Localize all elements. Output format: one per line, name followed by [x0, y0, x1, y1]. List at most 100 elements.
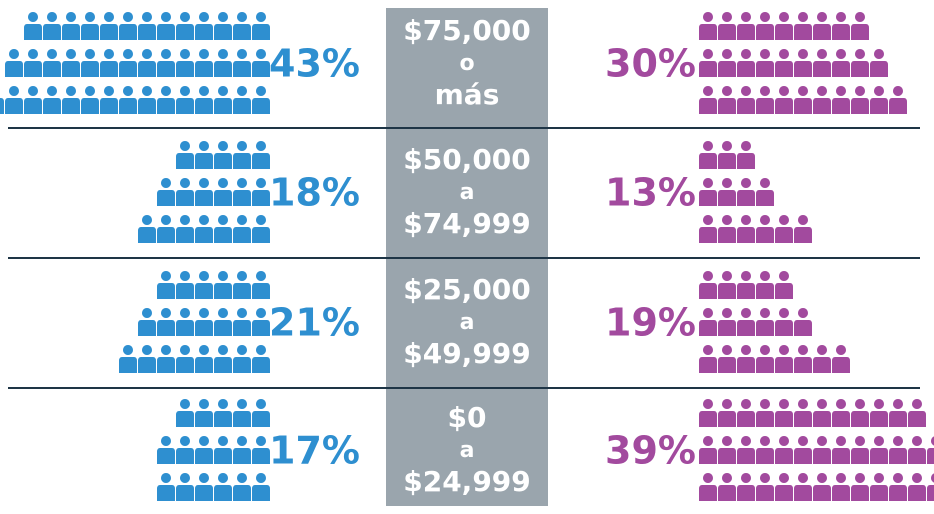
percent-label: 43%: [269, 42, 360, 86]
person-icon: [699, 178, 717, 206]
person-icon: [756, 473, 774, 501]
person-icon: [138, 86, 156, 114]
person-icon: [157, 49, 175, 77]
icon-group: [699, 271, 850, 373]
person-icon: [233, 436, 251, 464]
person-icon: [756, 86, 774, 114]
person-icon: [214, 215, 232, 243]
person-icon: [794, 473, 812, 501]
person-icon: [851, 473, 869, 501]
income-label: más: [435, 78, 500, 111]
person-icon: [157, 345, 175, 373]
person-icon: [699, 141, 717, 169]
person-icon: [794, 399, 812, 427]
person-icon: [813, 473, 831, 501]
person-icon: [832, 49, 850, 77]
person-icon: [699, 399, 717, 427]
person-icon: [889, 399, 907, 427]
person-icon: [699, 86, 717, 114]
person-icon: [832, 399, 850, 427]
income-label: $0: [448, 401, 487, 434]
income-label: $49,999: [403, 337, 531, 370]
person-icon: [851, 436, 869, 464]
person-icon: [699, 215, 717, 243]
icon-group: [138, 141, 270, 243]
person-icon: [252, 178, 270, 206]
person-icon: [699, 436, 717, 464]
person-icon: [100, 86, 118, 114]
person-icon: [870, 399, 888, 427]
person-icon: [756, 436, 774, 464]
person-icon: [81, 49, 99, 77]
percent-label: 30%: [605, 42, 696, 86]
person-icon: [176, 308, 194, 336]
person-icon: [927, 436, 934, 464]
person-icon: [832, 345, 850, 373]
person-icon: [775, 12, 793, 40]
person-icon: [737, 473, 755, 501]
person-icon: [5, 86, 23, 114]
person-icon: [794, 12, 812, 40]
person-icon: [195, 271, 213, 299]
person-icon: [195, 215, 213, 243]
person-icon: [214, 49, 232, 77]
person-icon: [813, 12, 831, 40]
person-icon: [214, 12, 232, 40]
person-icon: [195, 473, 213, 501]
person-icon: [252, 86, 270, 114]
person-icon: [81, 12, 99, 40]
person-icon: [119, 86, 137, 114]
person-icon: [756, 49, 774, 77]
person-icon: [214, 473, 232, 501]
person-icon: [737, 86, 755, 114]
person-icon: [870, 473, 888, 501]
person-icon: [699, 49, 717, 77]
income-label: a: [460, 310, 475, 335]
percent-label: 21%: [269, 301, 360, 345]
person-icon: [195, 12, 213, 40]
person-icon: [775, 49, 793, 77]
person-icon: [718, 86, 736, 114]
person-icon: [195, 308, 213, 336]
income-label: $25,000: [403, 273, 531, 306]
person-icon: [718, 12, 736, 40]
person-icon: [252, 215, 270, 243]
person-icon: [775, 436, 793, 464]
person-icon: [214, 86, 232, 114]
income-label: $75,000: [403, 14, 531, 47]
person-icon: [252, 399, 270, 427]
person-icon: [737, 215, 755, 243]
person-icon: [718, 436, 736, 464]
person-icon: [718, 308, 736, 336]
person-icon: [252, 271, 270, 299]
person-icon: [813, 86, 831, 114]
person-icon: [775, 215, 793, 243]
person-icon: [24, 86, 42, 114]
person-icon: [699, 308, 717, 336]
person-icon: [195, 49, 213, 77]
person-icon: [233, 345, 251, 373]
person-icon: [176, 345, 194, 373]
person-icon: [138, 49, 156, 77]
person-icon: [794, 345, 812, 373]
person-icon: [252, 49, 270, 77]
person-icon: [62, 12, 80, 40]
person-icon: [775, 473, 793, 501]
person-icon: [233, 473, 251, 501]
person-icon: [62, 49, 80, 77]
income-label: o: [459, 51, 474, 76]
income-label: $24,999: [403, 465, 531, 498]
person-icon: [43, 12, 61, 40]
person-icon: [157, 271, 175, 299]
person-icon: [176, 271, 194, 299]
person-icon: [737, 271, 755, 299]
person-icon: [195, 141, 213, 169]
person-icon: [214, 178, 232, 206]
person-icon: [233, 399, 251, 427]
person-icon: [233, 86, 251, 114]
person-icon: [157, 12, 175, 40]
person-icon: [927, 473, 934, 501]
person-icon: [176, 178, 194, 206]
person-icon: [157, 178, 175, 206]
person-icon: [737, 49, 755, 77]
